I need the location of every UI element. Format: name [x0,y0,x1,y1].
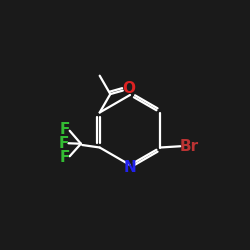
Text: O: O [122,81,135,96]
Text: F: F [60,122,70,138]
Text: N: N [124,160,136,174]
Text: F: F [59,136,70,151]
Text: F: F [60,150,70,164]
Text: Br: Br [180,139,199,154]
